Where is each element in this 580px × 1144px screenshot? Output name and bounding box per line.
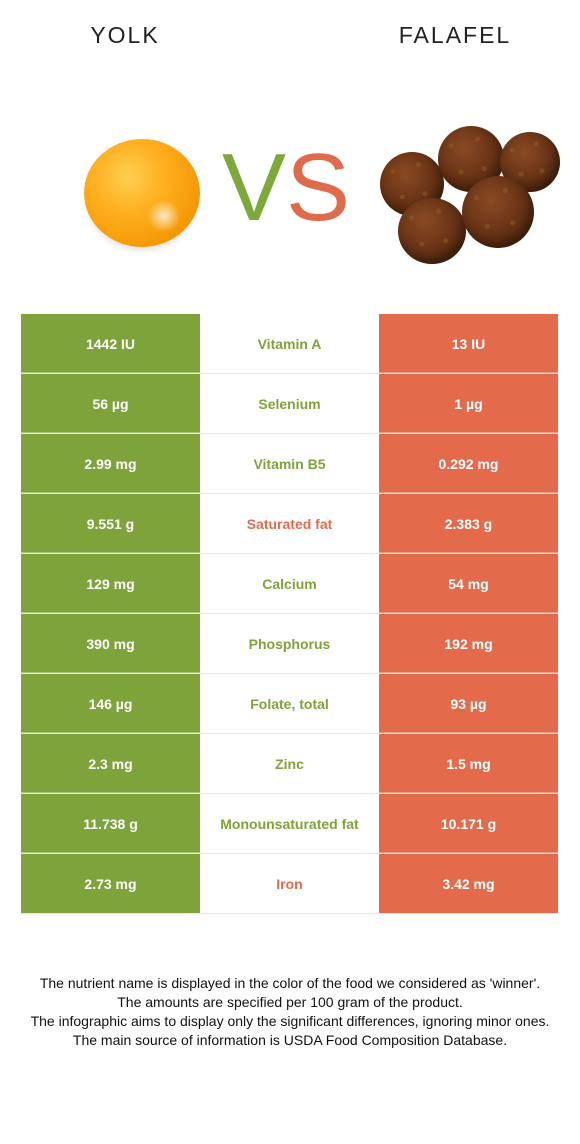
nutrient-name: Selenium (200, 374, 379, 433)
table-row: 129 mg Calcium 54 mg (21, 554, 558, 614)
table-row: 146 µg Folate, total 93 µg (21, 674, 558, 734)
table-row: 1442 IU Vitamin A 13 IU (21, 314, 558, 374)
nutrient-name: Vitamin B5 (200, 434, 379, 493)
food-title-falafel: FALAFEL (398, 22, 512, 48)
yolk-value: 11.738 g (21, 794, 200, 853)
falafel-value: 2.383 g (379, 494, 558, 553)
yolk-value: 2.3 mg (21, 734, 200, 793)
falafel-value: 1 µg (379, 374, 558, 433)
yolk-value: 146 µg (21, 674, 200, 733)
yolk-image (84, 139, 200, 247)
nutrient-name: Zinc (200, 734, 379, 793)
yolk-value: 56 µg (21, 374, 200, 433)
falafel-value: 0.292 mg (379, 434, 558, 493)
nutrient-name: Calcium (200, 554, 379, 613)
vs-v: V (222, 134, 287, 241)
table-row: 11.738 g Monounsaturated fat 10.171 g (21, 794, 558, 854)
nutrient-name: Vitamin A (200, 314, 379, 373)
falafel-value: 93 µg (379, 674, 558, 733)
nutrient-name: Phosphorus (200, 614, 379, 673)
vs-s: S (286, 134, 351, 241)
falafel-value: 1.5 mg (379, 734, 558, 793)
yolk-value: 9.551 g (21, 494, 200, 553)
table-row: 56 µg Selenium 1 µg (21, 374, 558, 434)
vs-label: VS (222, 138, 350, 238)
nutrient-table: 1442 IU Vitamin A 13 IU 56 µg Selenium 1 µg 2.… (21, 314, 558, 914)
table-row: 2.73 mg Iron 3.42 mg (21, 854, 558, 914)
food-title-yolk: YOLK (90, 22, 160, 48)
nutrient-name: Saturated fat (200, 494, 379, 553)
footer-note-4: The main source of information is USDA F… (72, 1032, 508, 1048)
yolk-value: 129 mg (21, 554, 200, 613)
table-row: 390 mg Phosphorus 192 mg (21, 614, 558, 674)
footer-note-3: The infographic aims to display only the… (30, 1013, 550, 1029)
nutrient-name: Iron (200, 854, 379, 913)
falafel-value: 10.171 g (379, 794, 558, 853)
falafel-value: 192 mg (379, 614, 558, 673)
nutrient-name: Folate, total (200, 674, 379, 733)
footer-note-2: The amounts are specified per 100 gram o… (117, 994, 463, 1010)
yolk-value: 1442 IU (21, 314, 200, 373)
yolk-value: 2.73 mg (21, 854, 200, 913)
falafel-image (376, 122, 566, 272)
table-row: 9.551 g Saturated fat 2.383 g (21, 494, 558, 554)
falafel-value: 13 IU (379, 314, 558, 373)
footer-notes: The nutrient name is displayed in the co… (14, 974, 566, 1050)
footer-note-1: The nutrient name is displayed in the co… (39, 975, 541, 991)
table-row: 2.99 mg Vitamin B5 0.292 mg (21, 434, 558, 494)
yolk-value: 2.99 mg (21, 434, 200, 493)
falafel-value: 3.42 mg (379, 854, 558, 913)
nutrient-name: Monounsaturated fat (200, 794, 379, 853)
yolk-value: 390 mg (21, 614, 200, 673)
falafel-value: 54 mg (379, 554, 558, 613)
table-row: 2.3 mg Zinc 1.5 mg (21, 734, 558, 794)
